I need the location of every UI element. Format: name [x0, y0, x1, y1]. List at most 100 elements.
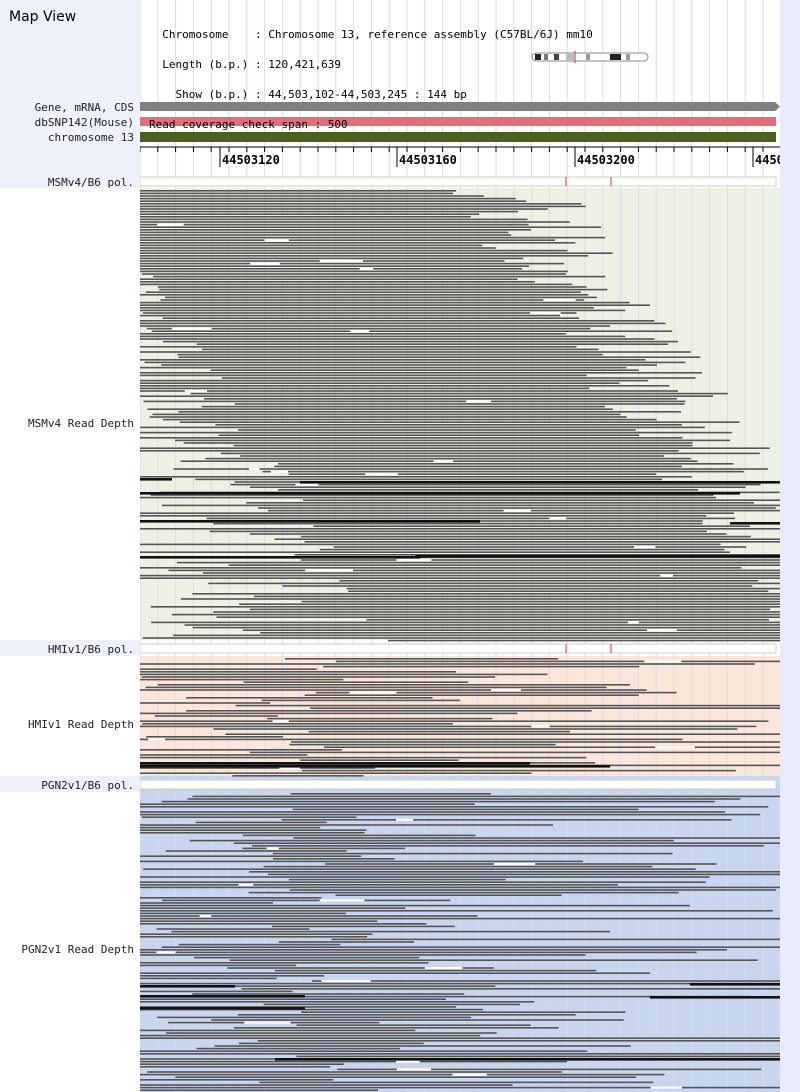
polymorphism-bar[interactable]	[140, 779, 777, 790]
read-segment[interactable]	[315, 691, 677, 694]
read-segment[interactable]	[304, 694, 639, 696]
read-segment[interactable]	[140, 1063, 344, 1065]
read-segment[interactable]	[140, 234, 512, 236]
read-segment[interactable]	[289, 743, 556, 746]
read-segment[interactable]	[140, 912, 346, 915]
read-segment[interactable]	[143, 868, 696, 870]
read-segment[interactable]	[140, 749, 343, 751]
read-segment[interactable]	[140, 1079, 334, 1081]
read-segment[interactable]	[140, 496, 716, 499]
read-segment[interactable]	[202, 348, 599, 351]
read-segment[interactable]	[140, 249, 568, 252]
read-segment[interactable]	[140, 860, 583, 863]
read-segment[interactable]	[140, 210, 519, 213]
read-segment[interactable]	[348, 590, 769, 592]
read-segment[interactable]	[281, 819, 732, 821]
read-segment[interactable]	[140, 244, 483, 247]
read-segment[interactable]	[140, 671, 457, 673]
read-segment[interactable]	[140, 307, 594, 309]
read-segment[interactable]	[267, 717, 493, 720]
read-segment[interactable]	[213, 522, 703, 525]
read-segment[interactable]	[141, 816, 357, 818]
read-segment[interactable]	[272, 852, 673, 855]
read-segment[interactable]	[300, 759, 459, 761]
read-segment[interactable]	[179, 421, 740, 423]
read-segment[interactable]	[301, 1011, 626, 1013]
read-segment[interactable]	[140, 811, 725, 813]
read-segment[interactable]	[140, 1060, 568, 1063]
read-segment[interactable]	[140, 387, 590, 390]
read-segment[interactable]	[282, 585, 753, 587]
dbsnp-track-label[interactable]: dbSNP142(Mouse)	[34, 116, 134, 129]
read-segment[interactable]	[140, 213, 480, 215]
read-segment[interactable]	[140, 972, 650, 974]
read-segment[interactable]	[242, 834, 476, 837]
read-segment[interactable]	[171, 613, 800, 616]
read-segment[interactable]	[312, 980, 800, 982]
read-segment[interactable]	[140, 528, 800, 530]
read-segment[interactable]	[165, 296, 597, 299]
read-segment[interactable]	[147, 408, 613, 410]
read-segment[interactable]	[140, 385, 670, 387]
read-segment[interactable]	[140, 951, 697, 954]
read-segment[interactable]	[215, 424, 682, 426]
read-segment[interactable]	[140, 756, 587, 759]
read-segment[interactable]	[162, 317, 580, 319]
read-segment[interactable]	[260, 632, 800, 634]
read-segment[interactable]	[140, 320, 655, 322]
read-segment[interactable]	[157, 1016, 471, 1019]
read-segment[interactable]	[156, 928, 310, 930]
read-segment[interactable]	[140, 395, 713, 397]
read-segment[interactable]	[339, 580, 759, 582]
read-segment[interactable]	[293, 837, 800, 839]
read-segment[interactable]	[158, 286, 587, 288]
read-segment[interactable]	[140, 886, 800, 889]
read-segment[interactable]	[140, 1073, 665, 1076]
read-segment[interactable]	[162, 899, 451, 902]
read-segment[interactable]	[178, 943, 341, 946]
read-segment[interactable]	[140, 678, 344, 681]
read-segment[interactable]	[140, 712, 518, 715]
hmiv1-pol-label[interactable]: HMIv1/B6 pol.	[47, 643, 134, 656]
read-segment[interactable]	[267, 509, 800, 512]
read-segment[interactable]	[192, 993, 465, 995]
read-segment[interactable]	[161, 800, 715, 803]
read-segment[interactable]	[186, 710, 592, 712]
read-segment[interactable]	[190, 392, 728, 395]
read-segment[interactable]	[157, 684, 630, 686]
read-segment[interactable]	[177, 353, 603, 356]
read-segment[interactable]	[346, 587, 800, 590]
read-segment[interactable]	[140, 910, 773, 912]
read-segment[interactable]	[178, 356, 701, 358]
read-segment[interactable]	[140, 242, 576, 244]
read-segment[interactable]	[140, 702, 271, 704]
read-segment[interactable]	[335, 894, 562, 896]
read-segment[interactable]	[159, 288, 608, 291]
read-segment[interactable]	[166, 1032, 497, 1034]
read-segment-dark[interactable]	[690, 983, 800, 986]
read-segment[interactable]	[140, 231, 509, 234]
read-segment[interactable]	[140, 826, 321, 829]
read-segment[interactable]	[140, 689, 647, 691]
read-segment[interactable]	[304, 541, 800, 543]
read-segment[interactable]	[288, 473, 657, 475]
read-segment[interactable]	[285, 658, 559, 660]
read-segment[interactable]	[141, 676, 495, 678]
read-segment[interactable]	[213, 611, 800, 613]
read-segment[interactable]	[140, 806, 769, 808]
polymorphism-bar[interactable]	[140, 643, 777, 654]
read-segment[interactable]	[140, 673, 548, 676]
read-segment[interactable]	[257, 1040, 800, 1042]
read-segment[interactable]	[238, 429, 636, 431]
read-segment[interactable]	[140, 512, 734, 514]
read-segment[interactable]	[230, 483, 761, 486]
read-segment[interactable]	[278, 463, 734, 465]
read-segment[interactable]	[161, 364, 657, 366]
read-segment[interactable]	[140, 577, 800, 579]
read-segment[interactable]	[140, 268, 522, 270]
read-segment[interactable]	[140, 226, 602, 228]
read-segment[interactable]	[210, 369, 639, 371]
read-segment[interactable]	[150, 494, 714, 496]
read-segment[interactable]	[140, 824, 553, 826]
read-segment[interactable]	[146, 327, 591, 330]
